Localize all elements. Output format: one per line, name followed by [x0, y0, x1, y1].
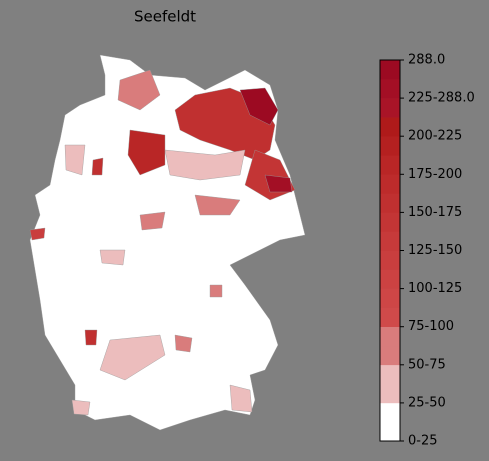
colorbar-segment [380, 212, 400, 232]
colorbar-segment [380, 136, 400, 156]
colorbar-segment [380, 60, 400, 80]
colorbar-segment [380, 402, 400, 423]
region [99, 334, 166, 381]
region [91, 157, 104, 176]
region [99, 249, 126, 266]
germany-map [29, 54, 306, 431]
colorbar-segment [380, 79, 400, 99]
region [209, 284, 223, 298]
colorbar-label: 225-288.0 [408, 91, 475, 106]
region [127, 129, 166, 176]
colorbar-segment [380, 193, 400, 213]
colorbar-label: 288.0 [408, 53, 445, 68]
colorbar-segment [380, 326, 400, 347]
colorbar-label: 50-75 [408, 357, 446, 372]
colorbar-label: 25-50 [408, 395, 446, 410]
region [229, 384, 253, 413]
colorbar-segment [380, 345, 400, 366]
colorbar-segment [380, 231, 400, 251]
colorbar-segment [380, 155, 400, 175]
region [84, 329, 98, 346]
region [194, 194, 241, 216]
colorbar-segment [380, 383, 400, 404]
region [174, 334, 193, 353]
region [29, 227, 46, 241]
colorbar-label: 150-175 [408, 205, 462, 220]
region [239, 87, 279, 126]
colorbar-segment [380, 307, 400, 327]
region [264, 174, 293, 193]
colorbar-segment [380, 364, 400, 385]
colorbar-label: 175-200 [408, 167, 462, 182]
region [164, 149, 246, 181]
colorbar-segment [380, 269, 400, 289]
region [139, 211, 166, 231]
colorbar-segment [380, 117, 400, 137]
colorbar: 288.0 225-288.0 200-225 175-200 150-175 125-1… [379, 53, 475, 449]
colorbar-segment [380, 98, 400, 118]
colorbar-label: 200-225 [408, 129, 462, 144]
colorbar-segment [380, 421, 400, 442]
colorbar-label: 100-125 [408, 281, 462, 296]
region [64, 144, 86, 176]
colorbar-segment [380, 250, 400, 270]
colorbar-label: 0-25 [408, 434, 438, 449]
region [71, 399, 91, 416]
colorbar-label: 75-100 [408, 319, 454, 334]
colorbar-segment [380, 288, 400, 308]
map-title: Seefeldt [134, 8, 196, 26]
colorbar-label: 125-150 [408, 243, 462, 258]
region [117, 69, 161, 111]
colorbar-segment [380, 174, 400, 194]
